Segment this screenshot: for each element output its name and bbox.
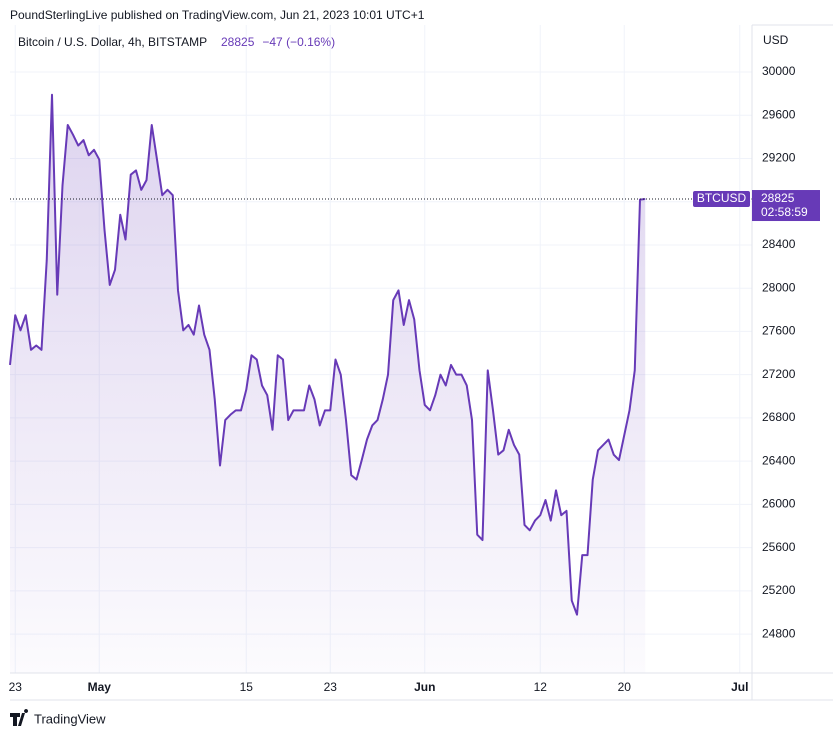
y-tick-label: 26400: [762, 453, 796, 467]
y-tick-label: 25600: [762, 540, 796, 554]
y-tick-label: 24800: [762, 626, 796, 640]
price-tag: [752, 190, 820, 222]
y-tick-label: 26800: [762, 410, 796, 424]
brand: TradingView: [34, 711, 106, 726]
last-value: 28825: [221, 35, 255, 49]
y-tick-label: 28000: [762, 280, 796, 294]
x-tick-label: 20: [618, 680, 632, 694]
y-tick-label: 27200: [762, 367, 796, 381]
y-tick-label: 29600: [762, 107, 796, 121]
symbol-label: BTCUSD: [697, 191, 747, 205]
price-tag-value: 28825: [761, 191, 795, 205]
plot: [9, 93, 752, 674]
y-tick-label: 30000: [762, 64, 796, 78]
logo: [10, 709, 29, 726]
currency: USD: [763, 33, 789, 47]
symbol-tag: [693, 191, 750, 208]
x-tick-label: Jul: [731, 680, 748, 694]
x-tick-label: May: [88, 680, 112, 694]
y-tick-label: 27600: [762, 324, 796, 338]
area: [10, 94, 646, 674]
price-line: [9, 93, 646, 616]
x-tick-label: 12: [534, 680, 548, 694]
y-tick-label: 26000: [762, 497, 796, 511]
publisher: PoundSterlingLive published on TradingVi…: [10, 8, 425, 22]
y-tick-label: 25200: [762, 583, 796, 597]
y-tick-label: 29200: [762, 151, 796, 165]
x-tick-label: 23: [9, 680, 23, 694]
chart-title: Bitcoin / U.S. Dollar, 4h, BITSTAMP: [18, 35, 207, 49]
x-tick-label: 23: [324, 680, 338, 694]
x-tick-label: 15: [240, 680, 254, 694]
x-tick-label: Jun: [414, 680, 435, 694]
change: −47 (−0.16%): [262, 35, 335, 49]
y-tick-label: 28400: [762, 237, 796, 251]
price-tag-countdown: 02:58:59: [761, 205, 808, 219]
